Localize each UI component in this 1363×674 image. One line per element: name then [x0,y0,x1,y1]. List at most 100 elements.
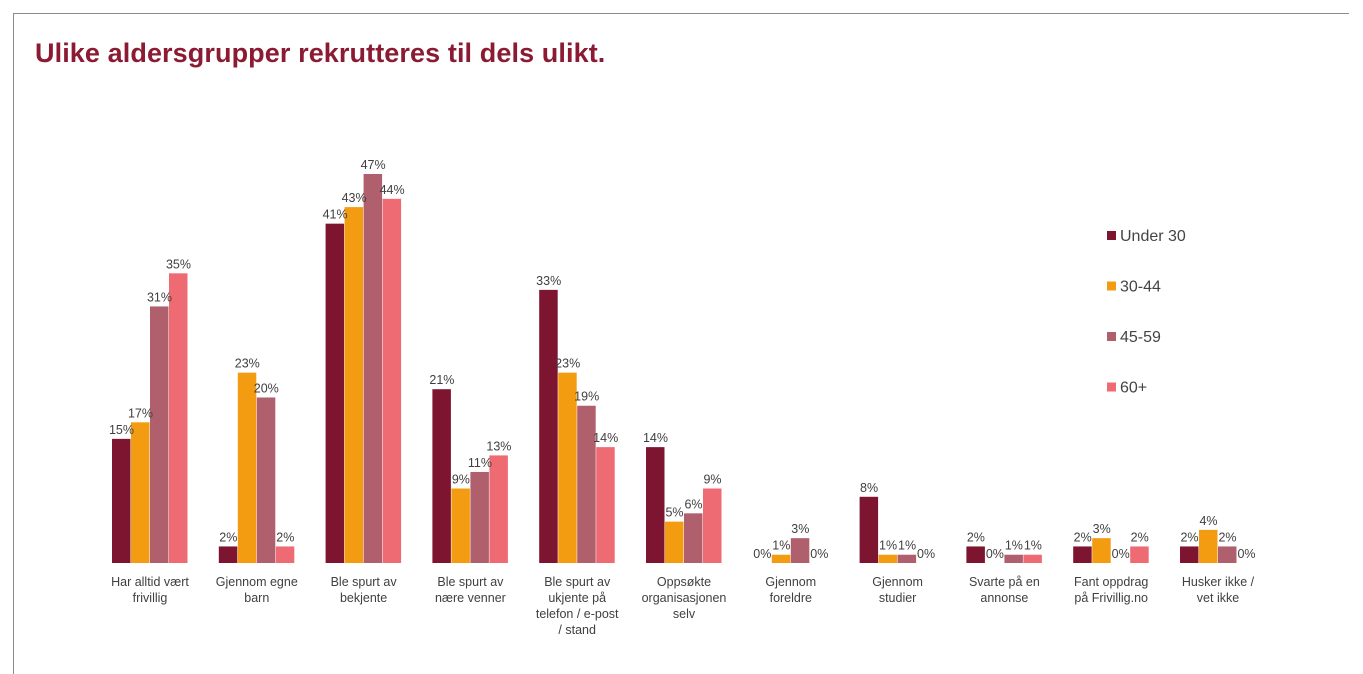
bar-1-2 [256,397,276,563]
bar-7-2 [897,554,917,563]
data-label-7-2: 1% [898,539,916,553]
data-label-1-2: 20% [254,381,279,395]
data-label-6-3: 0% [810,547,828,561]
data-label-2-2: 47% [361,158,386,172]
bar-2-3 [382,198,402,564]
bar-8-2 [1004,554,1023,563]
data-label-0-2: 31% [147,290,172,304]
bar-9-1 [1092,538,1111,563]
category-label-5: Oppsøkte organisasjonen selv [642,575,727,621]
bar-2-1 [344,207,364,563]
data-label-3-3: 13% [486,439,511,453]
bar-10-2 [1218,546,1237,563]
data-label-6-0: 0% [753,547,771,561]
data-label-10-2: 2% [1218,530,1236,544]
bar-4-0 [539,289,558,563]
data-label-6-1: 1% [772,539,790,553]
data-label-0-3: 35% [166,257,191,271]
bar-3-1 [451,488,470,563]
data-label-4-3: 14% [593,431,618,445]
bar-9-3 [1130,546,1149,563]
bar-0-3 [169,273,188,563]
data-label-7-0: 8% [860,481,878,495]
slide-title: Ulike aldersgrupper rekrutteres til dels… [35,38,606,68]
category-label-1: Gjennom egne barn [216,575,298,605]
data-label-0-0: 15% [109,423,134,437]
bar-4-1 [558,372,577,563]
category-label-0: Har alltid vært frivillig [111,575,189,605]
bar-8-3 [1023,554,1042,563]
category-label-8: Svarte på en annonse [969,575,1040,605]
data-label-1-3: 2% [276,530,294,544]
data-label-4-1: 23% [555,357,580,371]
category-label-6: Gjennom foreldre [765,575,816,605]
bar-10-0 [1180,546,1199,563]
bar-5-3 [703,488,722,563]
data-label-10-3: 0% [1237,547,1255,561]
data-label-5-3: 9% [703,473,721,487]
bar-0-2 [150,306,169,563]
bar-1-0 [218,546,238,563]
bar-7-0 [859,496,879,563]
category-label-3: Ble spurt av nære venner [435,575,506,605]
data-label-1-0: 2% [219,530,237,544]
data-label-9-3: 2% [1131,530,1149,544]
data-labels-layer: 15% 17% 31% 35% 2% 23% 20% 2% 41% 43% 47% 44% 21% 9% 1… [109,158,1256,561]
data-label-5-2: 6% [684,497,702,511]
legend-swatch-2 [1107,332,1116,341]
data-label-9-1: 3% [1093,522,1111,536]
data-label-2-1: 43% [342,191,367,205]
category-labels-layer: Har alltid vært frivillig Gjennom egne barn… [111,575,1255,637]
legend-label-3: 60+ [1120,380,1147,397]
data-label-3-1: 9% [452,473,470,487]
data-label-2-0: 41% [323,208,348,222]
bar-0-1 [131,422,150,563]
legend-label-1: 30-44 [1120,279,1161,296]
bar-3-3 [489,455,508,563]
data-label-7-1: 1% [879,539,897,553]
data-label-2-3: 44% [380,183,405,197]
bar-2-0 [325,223,345,563]
bar-7-1 [878,554,898,563]
bar-6-2 [790,538,810,563]
data-label-10-0: 2% [1180,530,1198,544]
data-label-8-2: 1% [1005,539,1023,553]
legend-swatch-3 [1107,382,1116,392]
bar-3-0 [432,389,451,563]
data-label-3-0: 21% [429,373,454,387]
legend-label-2: 45-59 [1120,329,1161,346]
category-label-4: Ble spurt av ukjente på telefon / e-post / … [536,575,619,637]
category-label-7: Gjennom studier [872,575,923,605]
slide: Ulike aldersgrupper rekrutteres til dels… [13,13,1349,674]
legend-swatch-0 [1107,231,1116,240]
bar-5-0 [646,447,665,563]
data-label-5-0: 14% [643,431,668,445]
bar-5-2 [684,513,703,563]
data-label-9-2: 0% [1112,547,1130,561]
data-label-6-2: 3% [791,522,809,536]
legend: Under 30 30-44 45-59 60+ [1107,228,1186,397]
bar-chart: 15% 17% 31% 35% 2% 23% 20% 2% 41% 43% 47% 44% 21% 9% 1… [109,158,1256,637]
data-label-7-3: 0% [917,547,935,561]
category-label-9: Fant oppdrag på Frivillig.no [1074,575,1148,605]
data-label-9-0: 2% [1074,530,1092,544]
data-label-10-1: 4% [1199,514,1217,528]
data-label-8-0: 2% [967,530,985,544]
bar-4-3 [596,447,615,563]
data-label-4-2: 19% [574,390,599,404]
bar-3-2 [470,471,489,563]
bar-5-1 [665,521,684,563]
bars-layer [112,174,1237,564]
bar-4-2 [577,405,596,563]
data-label-8-1: 0% [986,547,1004,561]
legend-label-0: Under 30 [1120,228,1186,245]
data-label-5-1: 5% [665,506,683,520]
data-label-3-2: 11% [468,456,492,470]
category-label-10: Husker ikke / vet ikke [1182,575,1255,605]
data-label-0-1: 17% [128,406,153,420]
bar-1-3 [275,546,295,563]
data-label-8-3: 1% [1024,539,1042,553]
bar-0-0 [112,438,131,563]
bar-8-0 [966,546,985,563]
bar-1-1 [237,372,257,563]
